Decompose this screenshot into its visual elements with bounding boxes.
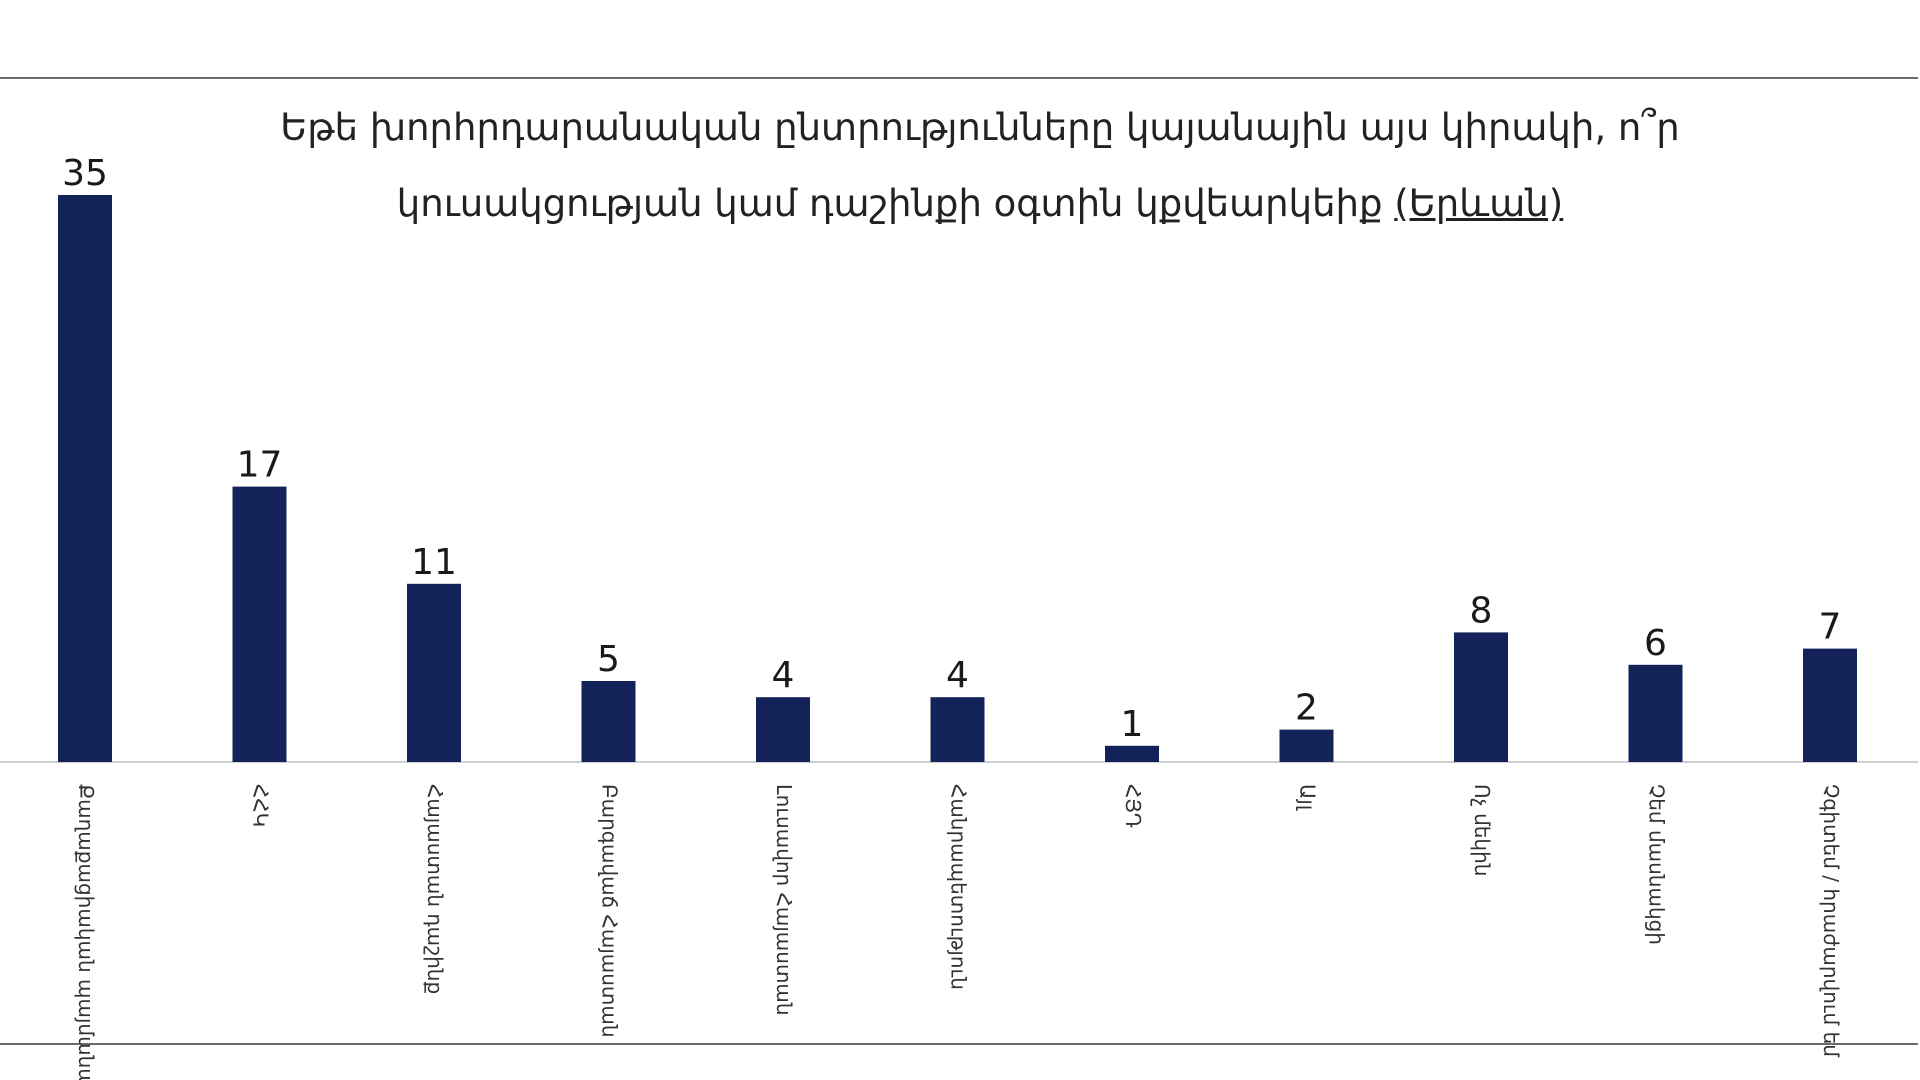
chart-top-border (0, 77, 1918, 79)
chart-title-line-2-text: կուսակցության կամ դաշինքի օգտին կքվեարկե… (396, 182, 1395, 225)
bar (930, 697, 985, 762)
bar (232, 486, 287, 762)
bar (1803, 648, 1857, 762)
data-label: 7 (1819, 607, 1842, 648)
bar (581, 681, 636, 762)
category-label: Լուսավոր Հայաստան (772, 784, 796, 1016)
bar (756, 697, 810, 762)
category-label: Չգիտեմ / հրաժարվում եմ (1819, 784, 1843, 1057)
category-label: Հայաստան դաշինք (423, 784, 447, 994)
chart-title: Եթե խորհրդարանական ընտրությունները կայան… (140, 90, 1820, 242)
data-label: 6 (1644, 623, 1667, 664)
data-label: 17 (237, 445, 283, 486)
category-label: Չեմ մասնակցի (1645, 784, 1669, 945)
data-label: 11 (411, 542, 457, 583)
chart-title-line-2: կուսակցության կամ դաշինքի օգտին կքվեարկե… (140, 166, 1820, 242)
category-label: ՀՅԴ (1121, 784, 1145, 828)
data-label: 2 (1295, 688, 1318, 729)
data-label: 1 (1121, 704, 1144, 745)
bar (407, 583, 461, 762)
bar (1628, 664, 1683, 762)
data-label: 5 (597, 639, 620, 680)
data-label: 4 (772, 655, 795, 696)
data-label: 8 (1470, 590, 1493, 631)
category-label: Այլ (1296, 784, 1320, 812)
chart-title-region: (Երևան) (1394, 182, 1564, 225)
chart-bottom-border (0, 1043, 1918, 1045)
category-label: Բարգավաճ Հայաստան (598, 784, 622, 1038)
bar (58, 195, 112, 762)
bar (1105, 745, 1159, 762)
data-label: 35 (62, 153, 108, 194)
category-label: Քաղաքացիական պայմանագիր (74, 784, 98, 1080)
category-label: ՀՀԿ (249, 784, 273, 827)
data-label: 4 (946, 655, 969, 696)
bar (1454, 632, 1508, 762)
chart-title-line-1: Եթե խորհրդարանական ընտրությունները կայան… (280, 106, 1680, 149)
category-label: Հանրապետություն (947, 784, 971, 990)
category-label: Ոչ մեկին (1470, 784, 1494, 876)
bar (1279, 729, 1334, 762)
